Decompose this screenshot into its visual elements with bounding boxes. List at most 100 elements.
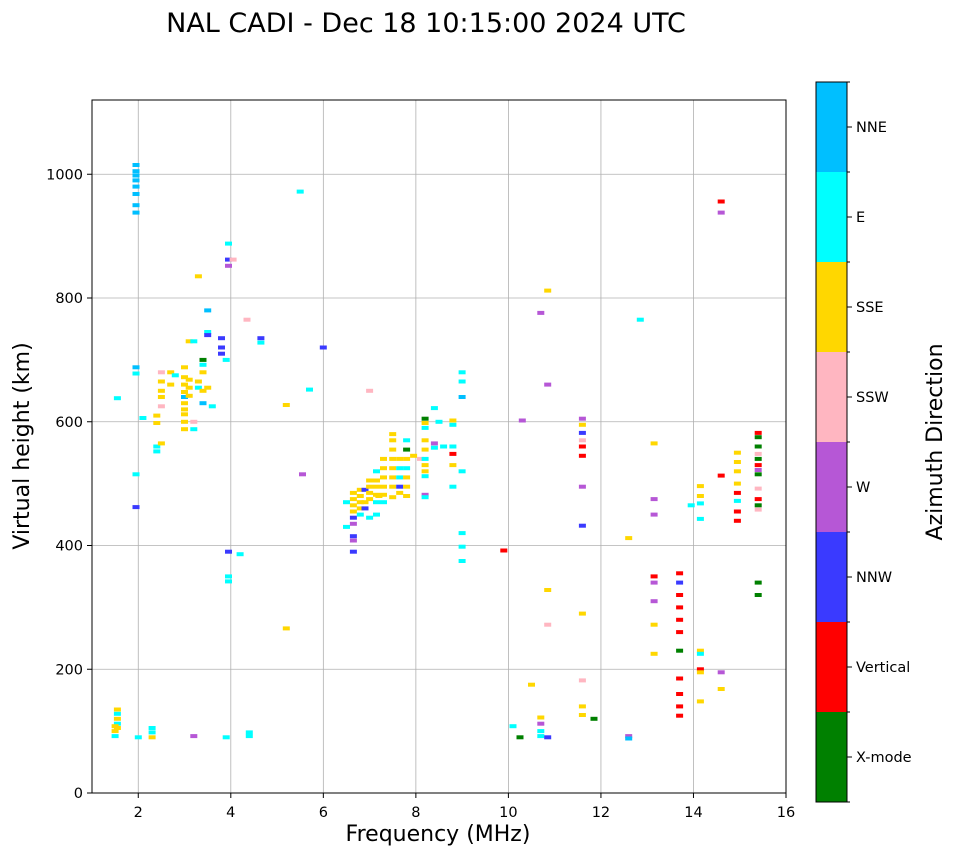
colorbar-tick-label: X-mode bbox=[856, 750, 912, 766]
data-point bbox=[396, 475, 404, 480]
data-point bbox=[421, 456, 429, 461]
data-point bbox=[458, 469, 466, 474]
y-tick-label: 0 bbox=[74, 786, 83, 802]
data-point bbox=[366, 515, 374, 520]
data-point bbox=[516, 735, 524, 740]
data-point bbox=[349, 534, 357, 539]
data-point bbox=[578, 678, 586, 683]
colorbar-tick-label: NNE bbox=[856, 120, 887, 136]
data-point bbox=[132, 371, 140, 376]
data-point bbox=[625, 736, 633, 741]
data-point bbox=[380, 475, 387, 480]
y-tick-label: 400 bbox=[55, 539, 83, 555]
data-point bbox=[349, 490, 357, 495]
data-point bbox=[218, 351, 225, 356]
grid-lines bbox=[92, 100, 786, 793]
data-point bbox=[537, 310, 545, 315]
data-point bbox=[199, 401, 207, 406]
data-point bbox=[257, 340, 265, 345]
data-point bbox=[537, 721, 545, 726]
data-point bbox=[389, 475, 397, 480]
data-point bbox=[181, 382, 188, 387]
data-point bbox=[181, 419, 188, 424]
x-tick-label: 14 bbox=[684, 805, 702, 821]
data-point bbox=[754, 503, 762, 508]
data-point bbox=[111, 724, 119, 729]
data-point bbox=[625, 536, 633, 541]
data-point bbox=[132, 178, 140, 183]
data-point bbox=[171, 373, 179, 378]
data-point bbox=[396, 490, 404, 495]
data-point bbox=[650, 599, 658, 604]
data-point bbox=[190, 427, 198, 432]
data-point bbox=[754, 468, 762, 472]
data-point bbox=[754, 497, 762, 502]
data-point bbox=[733, 518, 741, 523]
x-axis-ticks: 2 4 6 8 10 12 14 16 bbox=[134, 793, 795, 821]
colorbar-segment bbox=[816, 352, 847, 442]
data-point bbox=[410, 453, 418, 458]
plot-frame bbox=[91, 99, 787, 794]
data-point bbox=[717, 473, 725, 478]
data-point bbox=[590, 716, 598, 721]
data-point bbox=[153, 449, 161, 454]
data-point bbox=[544, 588, 552, 592]
colorbar-tick-label: SSE bbox=[856, 300, 884, 316]
data-point bbox=[181, 395, 188, 399]
data-point bbox=[421, 469, 429, 474]
data-point bbox=[389, 484, 397, 489]
data-point bbox=[356, 506, 364, 511]
data-point bbox=[449, 451, 457, 456]
data-point bbox=[733, 490, 741, 495]
y-axis-ticks: 0 200 400 600 800 1000 bbox=[46, 167, 92, 802]
data-point bbox=[403, 447, 411, 452]
data-point bbox=[403, 466, 411, 471]
data-point bbox=[245, 730, 253, 735]
data-point bbox=[366, 478, 374, 483]
data-point bbox=[185, 377, 193, 382]
data-point bbox=[733, 460, 741, 464]
data-point bbox=[229, 257, 237, 262]
data-point bbox=[676, 676, 684, 681]
data-point bbox=[153, 421, 161, 425]
data-point bbox=[696, 494, 704, 498]
data-point bbox=[157, 395, 165, 399]
data-point bbox=[578, 422, 586, 427]
data-point bbox=[349, 503, 357, 508]
data-point bbox=[650, 580, 658, 585]
data-point bbox=[676, 593, 684, 597]
data-point bbox=[650, 512, 658, 517]
data-point bbox=[717, 670, 725, 675]
data-point bbox=[544, 288, 552, 293]
data-point bbox=[236, 552, 244, 557]
data-point bbox=[754, 472, 762, 477]
data-point bbox=[578, 430, 586, 435]
data-point bbox=[356, 512, 364, 517]
data-point bbox=[167, 382, 175, 387]
data-point bbox=[396, 484, 404, 489]
x-tick-label: 8 bbox=[411, 805, 420, 821]
data-point bbox=[696, 670, 704, 675]
data-point bbox=[380, 500, 387, 505]
data-point bbox=[687, 503, 695, 508]
data-point bbox=[222, 357, 230, 362]
data-point bbox=[389, 495, 397, 500]
data-point bbox=[356, 487, 364, 492]
data-point bbox=[282, 403, 290, 407]
data-point bbox=[676, 704, 684, 709]
data-point bbox=[199, 362, 207, 367]
data-point bbox=[153, 413, 161, 418]
data-point bbox=[578, 611, 586, 616]
data-point bbox=[113, 711, 121, 716]
data-point bbox=[225, 241, 232, 246]
x-axis-label: Frequency (MHz) bbox=[346, 822, 531, 847]
data-point bbox=[190, 339, 198, 344]
data-point bbox=[167, 370, 175, 375]
data-point bbox=[132, 184, 140, 189]
data-point bbox=[225, 579, 232, 584]
data-point bbox=[650, 574, 658, 579]
colorbar-segment bbox=[816, 442, 847, 532]
data-point bbox=[306, 387, 313, 392]
data-point bbox=[435, 419, 443, 424]
